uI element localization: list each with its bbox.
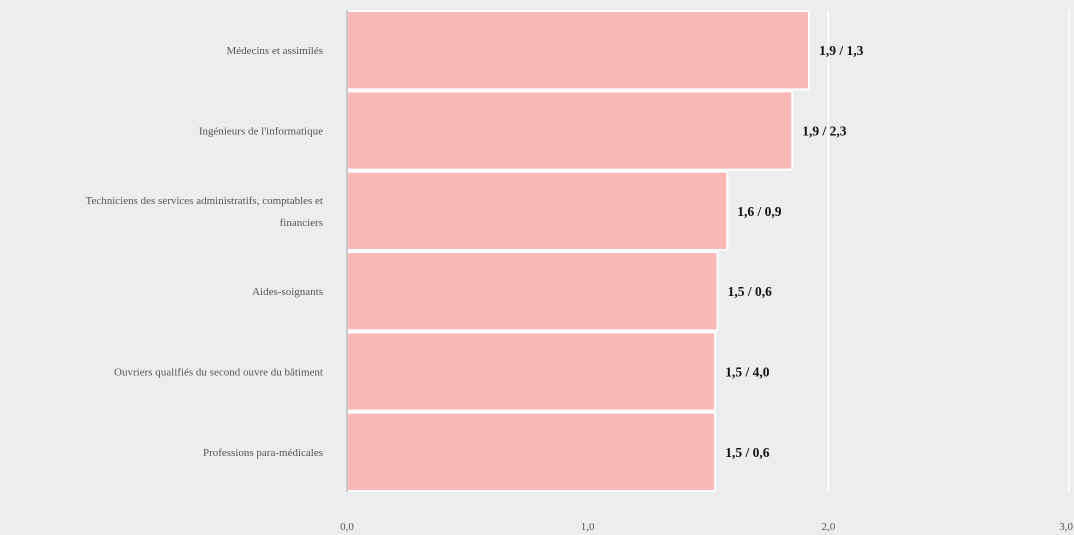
data-label: 1,5 / 4,0	[725, 365, 770, 380]
category-label: Aides-soignants	[252, 286, 323, 298]
category-label-line: Techniciens des services administratifs,…	[86, 195, 324, 207]
category-label-line: Ingénieurs de l'informatique	[199, 126, 323, 138]
category-label-line: Aides-soignants	[252, 286, 323, 298]
category-label-line: financiers	[280, 217, 323, 229]
bar	[346, 90, 794, 171]
bar	[346, 411, 717, 492]
data-label: 1,5 / 0,6	[728, 284, 773, 299]
category-label: Médecins et assimilés	[226, 45, 323, 57]
category-label: Professions para-médicales	[203, 447, 323, 459]
x-tick-label: 0,0	[340, 521, 354, 533]
bar	[346, 251, 719, 332]
data-label: 1,5 / 0,6	[725, 445, 770, 460]
bar	[346, 331, 717, 412]
bar	[346, 10, 811, 91]
x-tick-label: 2,0	[821, 521, 835, 533]
category-label: Ouvriers qualifiés du second ouvre du bâ…	[114, 367, 323, 379]
x-tick-label: 3,0	[1059, 521, 1073, 533]
data-label: 1,9 / 1,3	[819, 43, 864, 58]
category-label-line: Médecins et assimilés	[226, 45, 323, 57]
data-label: 1,9 / 2,3	[802, 124, 847, 139]
data-label: 1,6 / 0,9	[737, 204, 782, 219]
category-label: Ingénieurs de l'informatique	[199, 126, 323, 138]
x-tick-label: 1,0	[581, 521, 595, 533]
category-label-line: Ouvriers qualifiés du second ouvre du bâ…	[114, 367, 323, 379]
category-label: Techniciens des services administratifs,…	[86, 195, 324, 229]
bar	[346, 170, 729, 252]
category-label-line: Professions para-médicales	[203, 447, 323, 459]
